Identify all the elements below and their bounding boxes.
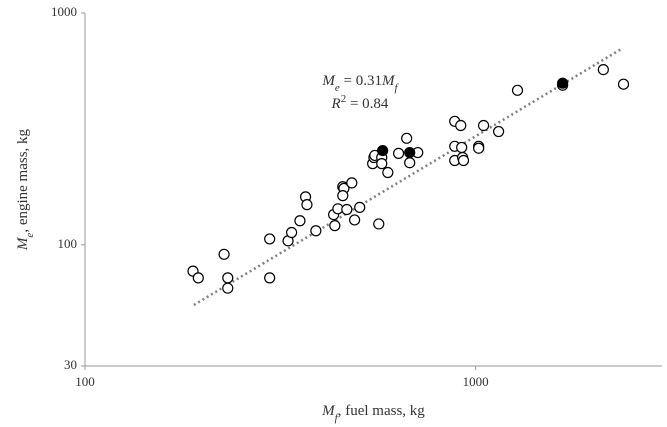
y-axis-label-part: , engine mass, kg — [15, 128, 31, 232]
data-point — [354, 201, 366, 213]
data-point — [373, 218, 385, 230]
data-point — [349, 214, 361, 226]
y-tick-label: 30 — [64, 357, 77, 372]
y-axis-label-part: M — [15, 236, 31, 251]
data-point — [401, 132, 413, 144]
data-point — [264, 233, 276, 245]
data-point — [455, 119, 467, 132]
data-point — [337, 190, 349, 202]
annotation-part: M — [381, 73, 396, 89]
data-point — [492, 125, 505, 138]
data-point — [346, 177, 358, 189]
data-point — [192, 272, 204, 284]
data-point — [377, 144, 389, 157]
data-point — [557, 77, 569, 89]
data-point — [376, 158, 388, 170]
data-point — [457, 154, 470, 167]
y-tick-label: 1000 — [51, 4, 77, 19]
x-axis-label-part: M — [321, 403, 336, 419]
data-point — [473, 142, 485, 154]
x-axis-label-part: f — [335, 412, 340, 424]
data-point — [341, 203, 353, 216]
data-point — [329, 220, 341, 232]
data-point — [404, 157, 416, 169]
data-point — [294, 215, 306, 227]
data-point — [310, 225, 322, 237]
data-point — [382, 166, 394, 179]
annotation-part: f — [395, 82, 400, 94]
data-point — [222, 282, 234, 294]
y-tick-label: 100 — [58, 236, 78, 251]
data-point — [511, 84, 524, 96]
annotation-part: 2 — [341, 93, 347, 105]
x-tick-label: 100 — [75, 374, 95, 389]
y-axis-label: Me, engine mass, kg — [15, 128, 35, 251]
x-tick-label: 1000 — [463, 374, 489, 389]
annotation-part: e — [335, 82, 340, 94]
annotation-part: = 0.84 — [346, 96, 389, 112]
annotation: R2 = 0.84 — [331, 93, 389, 113]
x-axis-label: Mf, fuel mass, kg — [321, 403, 425, 423]
data-point — [404, 146, 416, 159]
annotation-part: = 0.31 — [340, 73, 382, 89]
x-axis-label-part: , fuel mass, kg — [338, 403, 426, 419]
data-point — [301, 199, 313, 211]
data-point — [218, 248, 230, 260]
data-point — [222, 272, 234, 284]
y-axis-label-part: e — [24, 233, 36, 238]
trend-line — [193, 47, 624, 307]
data-point — [617, 78, 630, 90]
data-point — [477, 119, 490, 132]
annotation-part: R — [331, 96, 341, 112]
data-point — [597, 63, 609, 76]
data-point — [286, 226, 298, 239]
annotation: Me = 0.31Mf — [321, 73, 399, 93]
data-point — [456, 141, 468, 154]
data-point — [392, 147, 405, 159]
annotation-part: M — [321, 73, 336, 89]
data-point — [264, 272, 276, 284]
